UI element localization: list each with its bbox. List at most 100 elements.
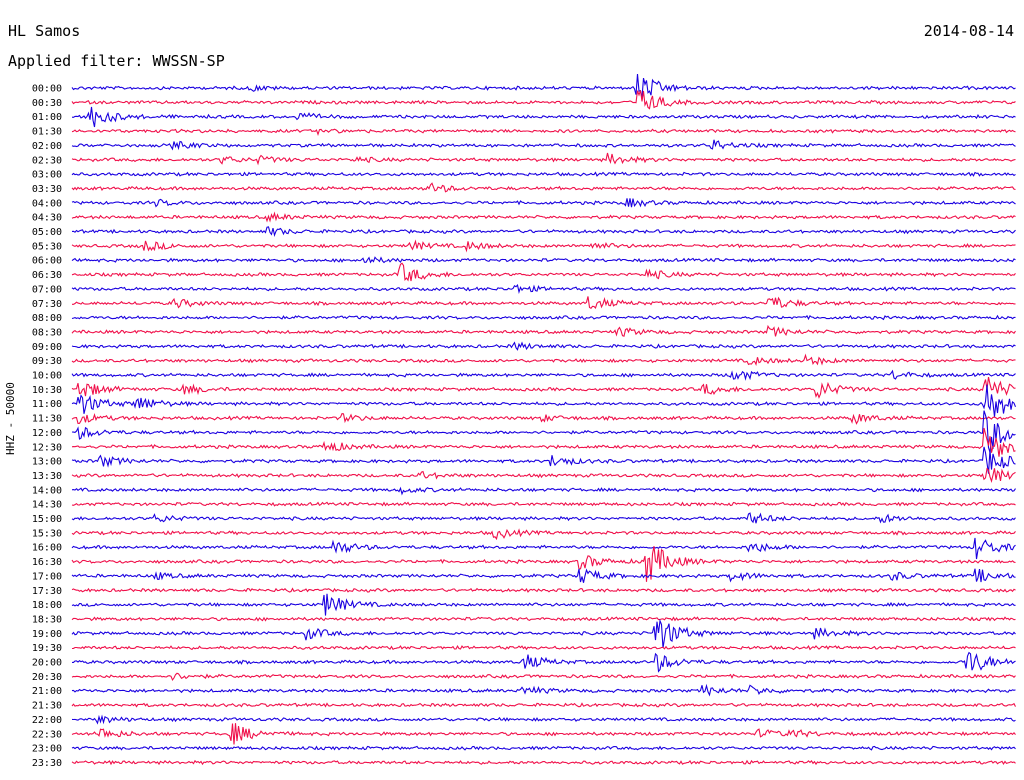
row-time-label: 00:00	[32, 84, 62, 95]
trace-line	[71, 74, 1016, 99]
date-label: 2014-08-14	[923, 22, 1014, 40]
row-time-label: 20:00	[32, 658, 62, 669]
trace-line	[71, 672, 1016, 681]
trace-line	[71, 256, 1016, 264]
row-time-label: 22:30	[32, 729, 62, 740]
trace-line	[71, 211, 1016, 223]
row-time-label: 01:00	[32, 112, 62, 123]
row-time-label: 05:30	[32, 241, 62, 252]
row-time-label: 08:30	[32, 327, 62, 338]
row-time-label: 20:30	[32, 672, 62, 683]
row-time-label: 15:00	[32, 514, 62, 525]
trace-line	[71, 683, 1016, 697]
row-time-label: 23:00	[32, 744, 62, 755]
row-time-label: 02:00	[32, 141, 62, 152]
row-time-label: 01:30	[32, 127, 62, 138]
row-time-label: 16:00	[32, 543, 62, 554]
row-time-label: 14:00	[32, 485, 62, 496]
trace-line	[71, 376, 1016, 399]
row-time-label: 03:30	[32, 184, 62, 195]
row-time-label: 13:00	[32, 457, 62, 468]
trace-line	[71, 427, 1016, 457]
trace-line	[71, 501, 1016, 507]
trace-line	[72, 651, 1016, 673]
row-time-label: 07:30	[32, 299, 62, 310]
trace-line	[71, 314, 1016, 321]
row-time-label: 22:00	[32, 715, 62, 726]
trace-line	[71, 324, 1016, 337]
row-time-label: 13:30	[32, 471, 62, 482]
trace-line	[71, 745, 1016, 751]
trace-line	[71, 226, 1016, 238]
row-time-label: 12:00	[32, 428, 62, 439]
row-time-label: 17:30	[32, 586, 62, 597]
row-time-label: 07:00	[32, 284, 62, 295]
row-time-label: 11:30	[32, 414, 62, 425]
row-time-label: 12:30	[32, 442, 62, 453]
trace-line	[71, 546, 1016, 582]
trace-line	[71, 616, 1016, 622]
row-time-label: 08:00	[32, 313, 62, 324]
row-time-label: 18:30	[32, 614, 62, 625]
row-time-label: 19:00	[32, 629, 62, 640]
trace-line	[71, 384, 1017, 418]
row-time-label: 21:00	[32, 686, 62, 697]
trace-line	[71, 759, 1016, 766]
row-time-label: 10:30	[32, 385, 62, 396]
trace-line	[71, 486, 1016, 496]
row-time-label: 18:00	[32, 600, 62, 611]
row-time-label: 19:30	[32, 643, 62, 654]
trace-line	[71, 568, 1016, 583]
row-time-label: 14:30	[32, 500, 62, 511]
trace-line	[71, 139, 1016, 151]
row-time-label: 00:30	[32, 98, 62, 109]
row-time-label: 09:30	[32, 356, 62, 367]
trace-line	[71, 369, 1016, 381]
trace-line	[71, 353, 1016, 366]
trace-line	[71, 410, 1016, 453]
trace-line	[71, 644, 1016, 651]
row-time-label: 15:30	[32, 528, 62, 539]
trace-line	[71, 714, 1016, 725]
row-time-label: 03:00	[32, 170, 62, 181]
row-time-label: 04:00	[32, 198, 62, 209]
trace-line	[71, 283, 1016, 294]
trace-line	[71, 128, 1016, 137]
trace-line	[71, 618, 1016, 649]
row-time-label: 06:30	[32, 270, 62, 281]
trace-line	[71, 152, 1016, 166]
trace-line	[71, 528, 1016, 541]
trace-line	[71, 512, 1016, 524]
station-title: HL Samos	[8, 22, 81, 40]
trace-line	[71, 90, 1016, 110]
trace-line	[71, 467, 1016, 484]
row-time-label: 05:00	[32, 227, 62, 238]
trace-line	[71, 341, 1016, 351]
trace-line	[71, 446, 1016, 474]
trace-line	[71, 182, 1016, 193]
trace-line	[72, 296, 1016, 310]
trace-line	[71, 702, 1016, 708]
row-time-label: 10:00	[32, 371, 62, 382]
row-time-label: 16:30	[32, 557, 62, 568]
row-time-label: 11:00	[32, 399, 62, 410]
trace-line	[71, 239, 1016, 253]
row-time-label: 17:00	[32, 571, 62, 582]
row-time-label: 09:00	[32, 342, 62, 353]
row-time-label: 23:30	[32, 758, 62, 769]
trace-line	[71, 412, 1016, 425]
trace-line	[71, 587, 1016, 593]
row-time-label: 04:30	[32, 213, 62, 224]
row-time-label: 06:00	[32, 256, 62, 267]
trace-line	[71, 106, 1016, 128]
filter-label: Applied filter: WWSSN-SP	[8, 52, 225, 70]
trace-line	[71, 198, 1016, 208]
trace-line	[71, 171, 1016, 177]
trace-line	[71, 723, 1016, 745]
trace-line	[71, 537, 1016, 560]
row-time-label: 02:30	[32, 155, 62, 166]
trace-line	[71, 593, 1016, 616]
trace-line	[71, 262, 1016, 282]
row-time-label: 21:30	[32, 701, 62, 712]
